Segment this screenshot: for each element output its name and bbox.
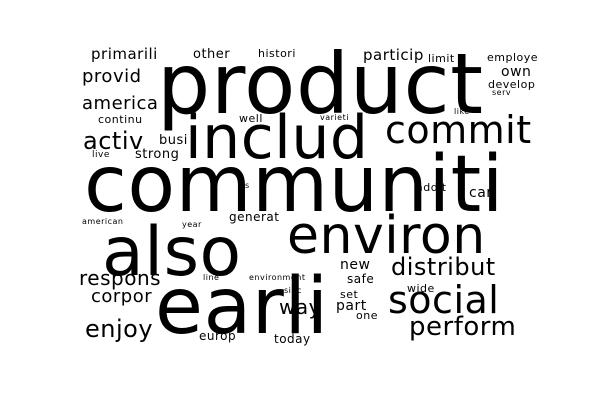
word-social: social (388, 278, 500, 322)
word-corpor: corpor (91, 286, 153, 307)
word-line: line (203, 273, 220, 282)
word-europ: europ (199, 329, 237, 343)
word-earli: earli (155, 262, 329, 352)
word-new: new (340, 257, 371, 273)
word-limit: limit (428, 52, 455, 65)
word-particip: particip (363, 46, 424, 64)
word-environ: environ (287, 206, 486, 266)
word-distribut: distribut (391, 253, 496, 281)
word-sinc: sinc (284, 286, 302, 295)
word-american: american (82, 217, 124, 226)
word-serv: serv (492, 88, 512, 97)
word-addit: addit (416, 181, 447, 194)
word-strong: strong (135, 147, 180, 162)
word-includ: includ (185, 103, 369, 173)
word-part: part (336, 298, 367, 314)
word-histori: histori (258, 47, 296, 60)
word-generat: generat (229, 210, 280, 224)
word-s: s (245, 181, 250, 190)
word-safe: safe (347, 272, 375, 286)
word-own: own (501, 64, 532, 80)
word-varieti: varieti (320, 113, 349, 122)
word-way: way (279, 295, 321, 319)
word-like: like (454, 107, 470, 116)
word-environment: environment (249, 273, 306, 282)
word-set: set (340, 288, 359, 301)
word-communiti: communiti (84, 140, 504, 230)
word-provid: provid (82, 66, 142, 87)
word-other: other (193, 47, 231, 62)
word-also: also (102, 213, 242, 292)
word-america: america (82, 93, 159, 114)
word-commit: commit (385, 108, 532, 152)
word-enjoy: enjoy (85, 315, 154, 343)
word-perform: perform (409, 312, 517, 342)
word-well: well (239, 112, 263, 125)
word-employe: employe (487, 51, 539, 64)
word-car: car (469, 185, 493, 201)
word-year: year (182, 220, 202, 229)
word-develop: develop (488, 78, 536, 91)
word-live: live (92, 150, 110, 160)
word-today: today (274, 332, 311, 346)
word-primarili: primarili (91, 45, 158, 63)
word-continu: continu (98, 113, 143, 126)
word-busi: busi (159, 133, 188, 148)
word-product: product (157, 35, 484, 133)
word-respons: respons (79, 266, 162, 290)
word-wide: wide (407, 282, 435, 295)
word-activ: activ (83, 127, 144, 155)
word-one: one (356, 309, 378, 322)
